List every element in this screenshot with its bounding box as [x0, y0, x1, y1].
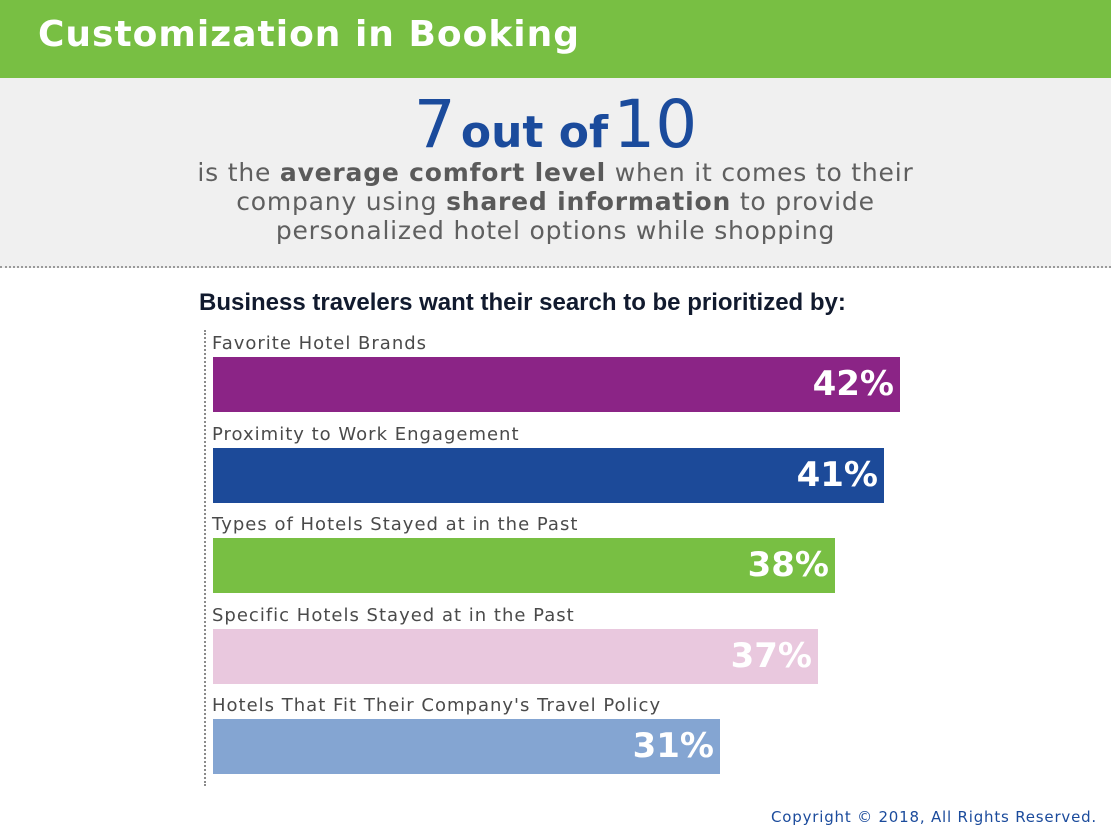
bar: 31%	[213, 719, 720, 774]
desc-text: company using	[236, 187, 447, 216]
stat-number-1: 7	[413, 86, 456, 163]
chart-axis-line	[204, 330, 206, 786]
bar-value-label: 42%	[812, 364, 894, 404]
bar-value-label: 37%	[730, 635, 812, 676]
bar: 38%	[213, 538, 835, 593]
desc-bold-text: shared information	[446, 187, 732, 216]
stat-headline: 7 out of 10	[0, 86, 1111, 163]
bar-value-label: 38%	[747, 545, 829, 585]
bar-category-label: Types of Hotels Stayed at in the Past	[212, 514, 579, 535]
page-title: Customization in Booking	[38, 14, 581, 55]
stat-panel: 7 out of 10 is the average comfort level…	[0, 78, 1111, 268]
copyright-text: Copyright © 2018, All Rights Reserved.	[771, 808, 1097, 826]
stat-number-2: 10	[613, 86, 698, 163]
desc-text: when it comes to their	[606, 158, 914, 187]
stat-description-line-1: is the average comfort level when it com…	[0, 158, 1111, 187]
desc-text: is the	[197, 158, 280, 187]
bar: 41%	[213, 447, 884, 503]
stat-description-line-3: personalized hotel options while shoppin…	[275, 216, 836, 245]
stat-description: is the average comfort level when it com…	[0, 158, 1111, 245]
desc-text: to provide	[731, 187, 875, 216]
desc-bold-text: average comfort level	[279, 158, 607, 187]
stat-description-line-2: company using shared information to prov…	[0, 187, 1111, 216]
bar: 42%	[213, 357, 900, 412]
bar-value-label: 31%	[632, 726, 714, 766]
bar-category-label: Proximity to Work Engagement	[212, 423, 520, 445]
bar-category-label: Specific Hotels Stayed at in the Past	[212, 604, 575, 626]
chart-title: Business travelers want their search to …	[199, 289, 846, 316]
title-bar: Customization in Booking	[0, 0, 1111, 78]
bar-category-label: Favorite Hotel Brands	[212, 333, 428, 354]
bar: 37%	[213, 628, 818, 684]
stat-out-of: out of	[460, 107, 609, 158]
bar-value-label: 41%	[796, 454, 878, 495]
bar-category-label: Hotels That Fit Their Company's Travel P…	[212, 695, 662, 716]
